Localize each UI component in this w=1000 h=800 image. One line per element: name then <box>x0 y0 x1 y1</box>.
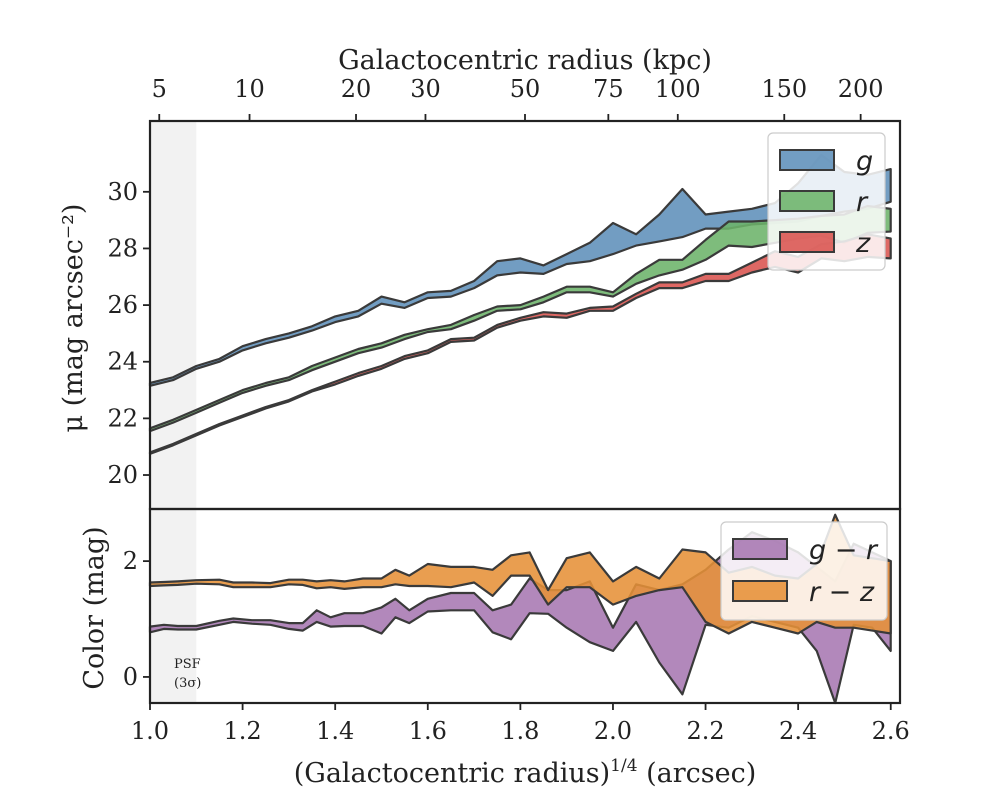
top-axis-title: Galactocentric radius (kpc) <box>338 45 712 76</box>
bottom-legend: g − r r − z <box>720 521 888 621</box>
top-y-tick-label: 20 <box>107 461 138 489</box>
top-legend: grz <box>767 132 886 271</box>
bottom-x-tick-label: 1.2 <box>224 717 262 745</box>
bottom-y-tick-label: 2 <box>123 547 138 575</box>
bottom-y-ticks: 02 <box>123 547 150 691</box>
top-y-tick-label: 26 <box>107 291 138 319</box>
top-y-tick-label: 28 <box>107 234 138 262</box>
bottom-x-tick-label: 1.8 <box>501 717 539 745</box>
top-x-tick-label: 5 <box>152 75 167 103</box>
top-x-tick-label: 50 <box>510 75 541 103</box>
bottom-x-tick-label: 1.0 <box>131 717 169 745</box>
surface-brightness-area-1 <box>148 153 892 387</box>
bottom-y-axis-title: Color (mag) <box>79 526 110 689</box>
top-y-tick-label: 30 <box>107 178 138 206</box>
bottom-y-tick-label: 0 <box>123 663 138 691</box>
top-y-ticks: 20 22 24 26 28 30 <box>107 178 150 489</box>
bottom-x-tick-label: 2.2 <box>686 717 724 745</box>
bottom-legend-swatch <box>732 580 788 602</box>
bottom-x-tick-label: 2.6 <box>872 717 910 745</box>
top-legend-label: r <box>856 187 869 218</box>
top-legend-swatch <box>779 190 835 212</box>
bottom-x-tick-label: 2.0 <box>594 717 632 745</box>
top-legend-swatch <box>779 149 835 171</box>
bottom-panel-frame <box>148 507 902 705</box>
top-x-tick-label: 150 <box>761 75 807 103</box>
top-legend-label: g <box>856 146 873 177</box>
bottom-x-tick-label: 1.4 <box>316 717 354 745</box>
bottom-x-axis-title: (Galactocentric radius)1/4 (arcsec) <box>294 756 757 789</box>
bottom-legend-swatch <box>732 538 788 560</box>
psf-label-line1: PSF <box>174 657 201 672</box>
bottom-x-tick-label: 1.6 <box>409 717 447 745</box>
top-x-tick-label: 100 <box>655 75 701 103</box>
bottom-legend-label: r − z <box>809 577 875 608</box>
color-areas <box>148 513 892 705</box>
top-y-tick-label: 22 <box>107 404 138 432</box>
top-x-tick-label: 10 <box>234 75 265 103</box>
top-y-tick-label: 24 <box>107 348 138 376</box>
top-x-tick-label: 75 <box>593 75 624 103</box>
top-legend-label: z <box>855 228 871 259</box>
top-x-tick-label: 200 <box>838 75 884 103</box>
top-x-tick-label: 30 <box>410 75 441 103</box>
psf-label-line2: (3σ) <box>174 676 201 691</box>
bottom-x-ticks: 1.0 1.2 1.4 1.6 1.8 2.0 2.2 2.4 2.6 <box>131 703 910 745</box>
top-legend-swatch <box>779 231 835 253</box>
top-x-tick-label: 20 <box>341 75 372 103</box>
top-y-axis-title: μ (mag arcsec⁻²) <box>58 204 89 433</box>
color-area-2 <box>148 513 892 635</box>
bottom-legend-label: g − r <box>809 535 879 566</box>
bottom-x-tick-label: 2.4 <box>779 717 817 745</box>
top-secondary-x-ticks: 5 10 20 30 50 75 100 150 200 <box>152 75 884 121</box>
psf-region-bottom <box>150 509 197 703</box>
